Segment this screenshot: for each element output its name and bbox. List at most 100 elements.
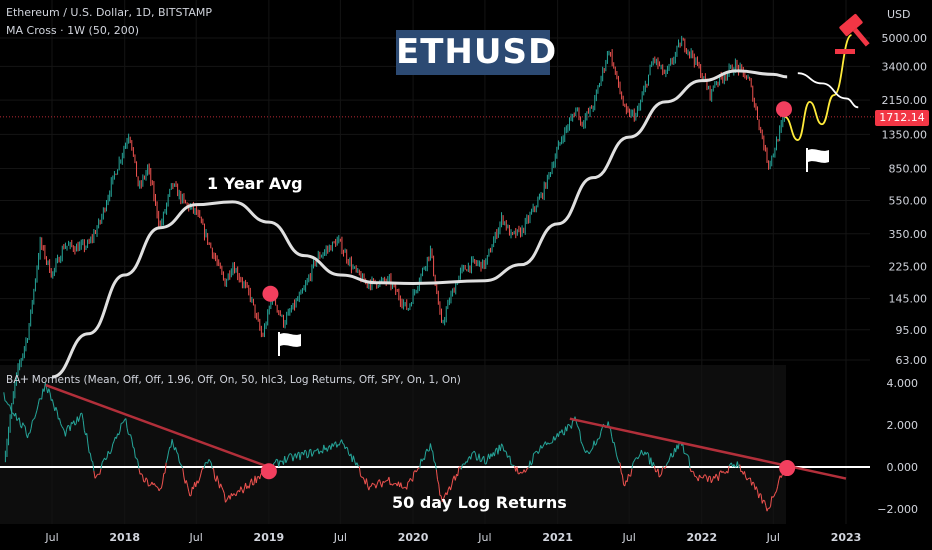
returns-segment	[92, 461, 95, 472]
indicator-legend: BAⵜ Moments (Mean, Off, Off, 1.96, Off, …	[6, 374, 461, 386]
returns-segment	[106, 451, 109, 459]
flag-cloth	[280, 333, 301, 347]
returns-segment	[471, 451, 474, 454]
returns-segment	[686, 453, 688, 456]
indicator-tick-label: 4.000	[887, 377, 919, 390]
gavel-head	[839, 13, 863, 37]
returns-segment	[640, 449, 644, 454]
returns-segment	[145, 477, 148, 480]
returns-segment	[478, 453, 481, 462]
returns-segment	[30, 421, 33, 429]
returns-segment	[722, 471, 725, 474]
returns-segment	[93, 470, 96, 479]
returns-segment	[542, 443, 545, 447]
returns-segment	[284, 456, 287, 463]
returns-segment	[661, 466, 664, 474]
returns-segment	[504, 450, 507, 453]
returns-segment	[409, 477, 412, 481]
returns-segment	[358, 466, 362, 476]
returns-segment	[224, 500, 228, 503]
returns-segment	[87, 443, 90, 453]
returns-segment	[95, 474, 98, 477]
returns-segment	[89, 453, 92, 461]
returns-segment	[432, 451, 435, 462]
time-tick-label: 2021	[542, 531, 573, 544]
returns-segment	[764, 500, 767, 506]
returns-segment	[614, 447, 617, 456]
returns-segment	[233, 493, 236, 495]
price-tick-label: 3400.00	[882, 60, 928, 73]
returns-segment	[318, 451, 321, 455]
returns-segment	[303, 449, 306, 456]
returns-segment	[704, 474, 707, 478]
returns-segment	[341, 439, 344, 444]
returns-segment	[753, 483, 756, 490]
indicator-panel	[0, 382, 870, 512]
returns-segment	[424, 451, 427, 460]
returns-segment	[446, 489, 449, 496]
returns-segment	[493, 449, 497, 457]
returns-segment	[35, 409, 38, 415]
returns-segment	[86, 433, 89, 445]
price-tick-label: 5000.00	[882, 32, 928, 45]
returns-segment	[646, 451, 649, 455]
returns-segment	[566, 424, 569, 432]
returns-segment	[24, 426, 27, 435]
returns-segment	[665, 462, 668, 466]
returns-segment	[105, 457, 108, 461]
returns-segment	[248, 482, 251, 489]
returns-segment	[620, 472, 623, 476]
price-tick-label: 2150.00	[882, 94, 928, 107]
time-tick-label: Jul	[621, 531, 635, 544]
returns-segment	[131, 439, 134, 448]
returns-segment	[216, 475, 219, 481]
returns-segment	[630, 468, 633, 477]
returns-segment	[352, 455, 356, 461]
returns-segment	[633, 458, 636, 461]
returns-segment	[164, 462, 167, 474]
returns-segment	[695, 476, 698, 479]
returns-segment	[182, 468, 185, 478]
returns-segment	[751, 481, 754, 486]
time-tick-label: Jul	[766, 531, 780, 544]
returns-segment	[710, 479, 713, 483]
returns-segment	[581, 443, 584, 448]
returns-segment	[551, 442, 553, 444]
returns-segment	[255, 476, 258, 484]
returns-segment	[259, 473, 262, 480]
returns-segment	[168, 446, 171, 453]
returns-segment	[626, 474, 629, 482]
price-tick-label: 350.00	[889, 228, 928, 241]
returns-segment	[617, 459, 620, 463]
returns-segment	[619, 462, 622, 473]
returns-segment	[591, 447, 594, 451]
returns-segment	[548, 442, 551, 445]
returns-segment	[733, 464, 736, 468]
returns-segment	[115, 433, 119, 439]
returns-segment	[473, 450, 476, 454]
returns-segment	[598, 437, 601, 440]
returns-segment	[10, 409, 13, 414]
returns-segment	[306, 456, 309, 459]
price-tick-label: 850.00	[889, 162, 928, 175]
price-tick-label: 225.00	[889, 260, 928, 273]
returns-segment	[440, 495, 443, 502]
returns-segment	[113, 436, 116, 442]
pivot-marker	[260, 463, 277, 480]
returns-segment	[462, 463, 464, 465]
returns-segment	[388, 476, 391, 485]
returns-segment	[16, 418, 19, 421]
returns-segment	[385, 480, 387, 482]
returns-segment	[761, 499, 764, 504]
returns-segment	[138, 468, 141, 475]
returns-segment	[590, 449, 593, 452]
returns-segment	[631, 462, 634, 469]
returns-segment	[376, 480, 379, 485]
returns-segment	[624, 480, 627, 487]
indicator-panel-background	[0, 365, 786, 524]
returns-segment	[111, 443, 114, 451]
returns-segment	[9, 405, 12, 410]
returns-segment	[760, 494, 763, 504]
returns-segment	[483, 456, 486, 464]
returns-segment	[616, 454, 619, 460]
